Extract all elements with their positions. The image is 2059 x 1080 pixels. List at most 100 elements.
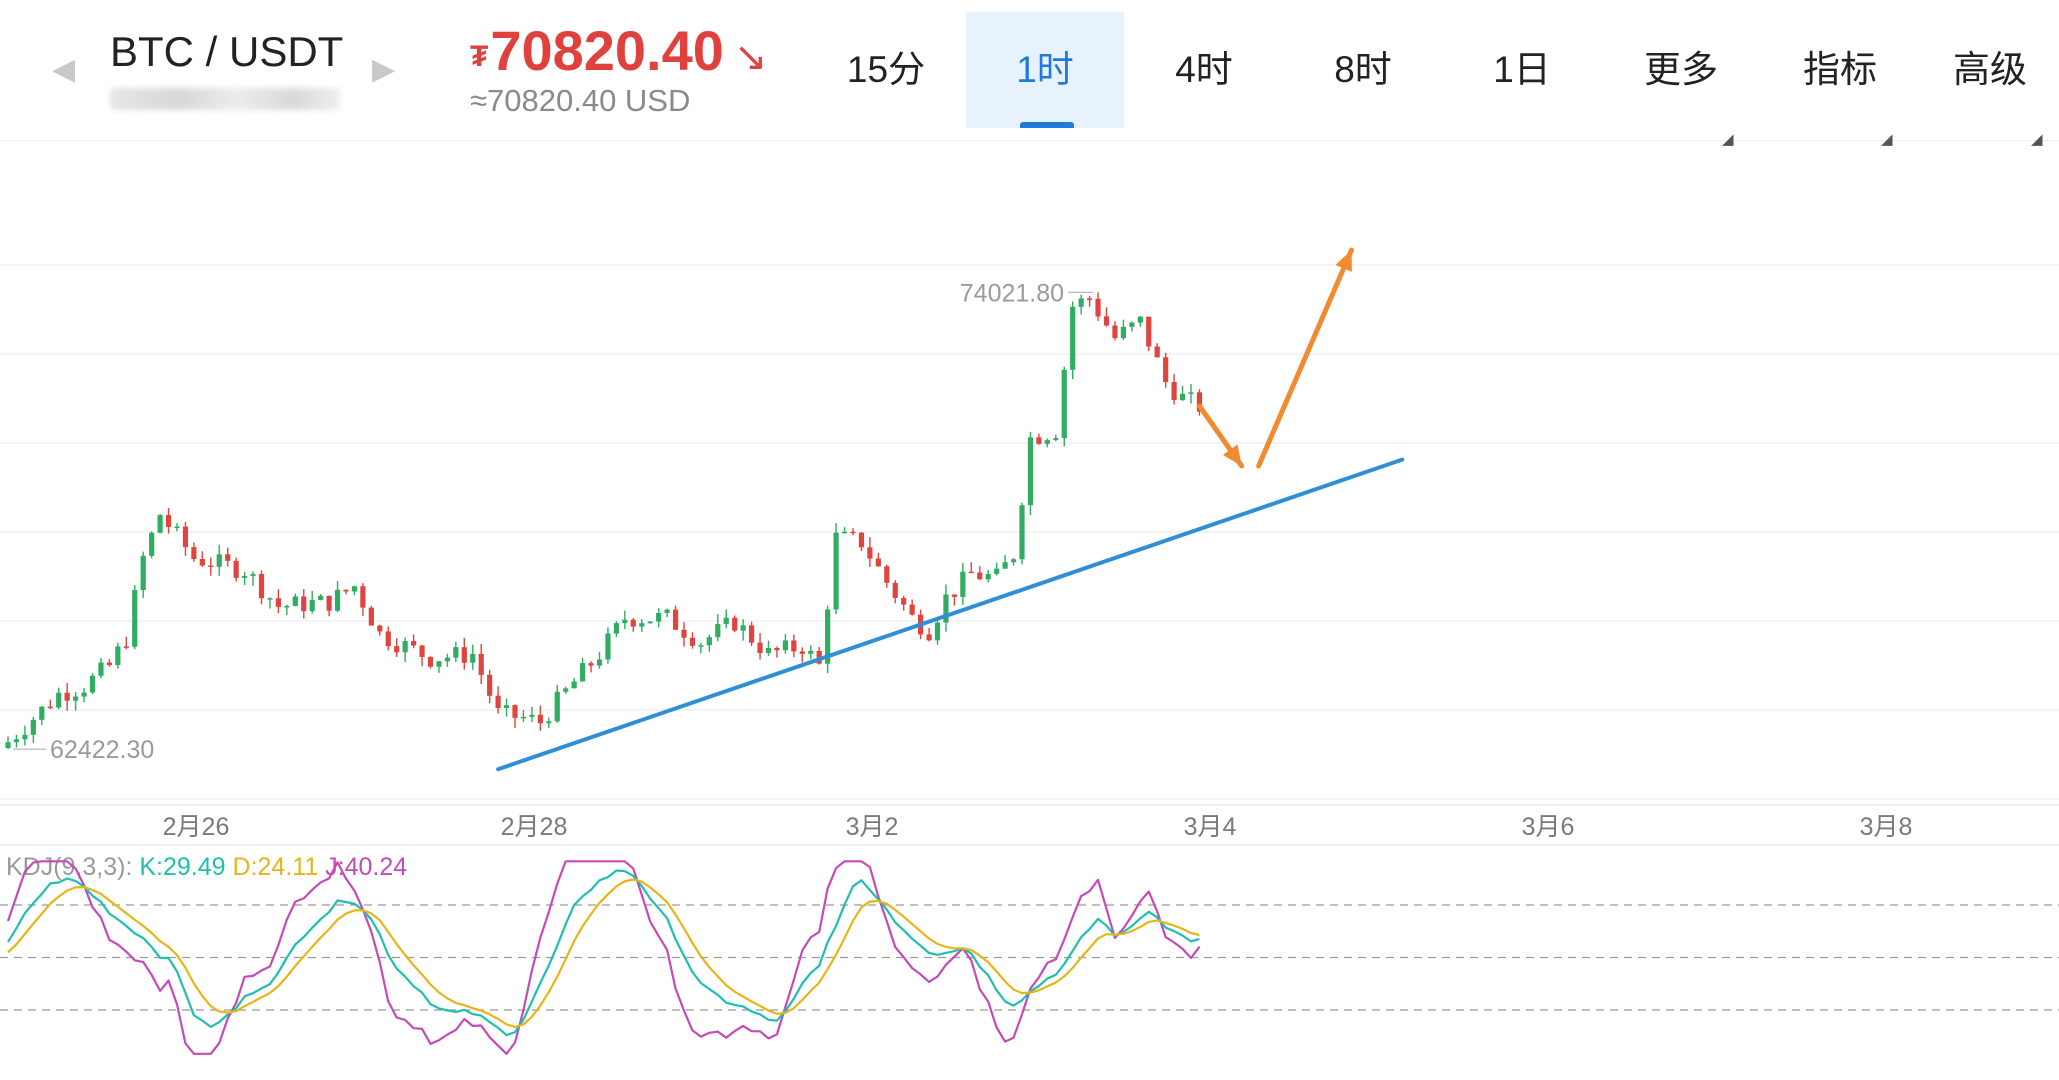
candle-body: [292, 596, 298, 606]
tab-label: 4时: [1175, 49, 1233, 90]
tab-8h[interactable]: 8时: [1284, 12, 1442, 128]
candle-body: [30, 719, 36, 735]
candle-body: [208, 565, 214, 567]
candle-body: [884, 566, 890, 583]
tab-indicators[interactable]: 指标 ◢: [1761, 12, 1919, 148]
candle-body: [892, 582, 898, 598]
candle-body: [613, 623, 619, 634]
candle-body: [250, 574, 256, 576]
candle-body: [1053, 438, 1059, 441]
candle-body: [841, 531, 848, 534]
candle-body: [1146, 316, 1152, 347]
candle-body: [791, 640, 797, 652]
next-pair-icon[interactable]: ▶: [372, 53, 396, 86]
candle-body: [968, 571, 974, 574]
price-chart[interactable]: 2月26 2月28 3月2 3月4 3月6 3月8 74021.80 62422.30 KDJ…: [0, 140, 2059, 1080]
candle-body: [453, 647, 459, 658]
candle-body: [165, 515, 172, 527]
candle-body: [1078, 298, 1084, 307]
tab-15m[interactable]: 15分: [807, 12, 965, 128]
candle-body: [1095, 298, 1101, 317]
kdj-legend-item: D:24.11: [233, 853, 326, 881]
candle-body: [850, 531, 856, 534]
projection-arrow: [1256, 247, 1355, 469]
candle-body: [1179, 393, 1186, 401]
candle-body: [723, 617, 729, 624]
candle-body: [225, 554, 231, 561]
candle-body: [419, 645, 425, 657]
previous-pair-icon[interactable]: ◀: [52, 53, 76, 86]
candle-body: [267, 598, 273, 600]
candle-body: [427, 656, 434, 667]
candle-body: [985, 573, 991, 580]
candle-body: [39, 706, 45, 720]
tab-advanced[interactable]: 高级 ◢: [1920, 12, 2059, 148]
candle-body: [596, 659, 603, 666]
candle-body: [554, 691, 560, 722]
candle-body: [343, 589, 349, 592]
candle-body: [377, 625, 383, 632]
candle-body: [698, 645, 704, 647]
kdj-d-line: [7, 878, 1200, 1028]
candle-body: [782, 640, 788, 651]
candle-body: [749, 625, 755, 643]
candle-body: [1171, 382, 1177, 401]
candle-body: [681, 629, 687, 638]
candle-body: [951, 594, 957, 597]
pair-subtitle-blurred: [110, 88, 340, 110]
last-price-value: 70820.40: [490, 19, 724, 82]
candle-body: [571, 681, 577, 689]
candle-body: [478, 654, 484, 675]
candle-body: [909, 604, 915, 615]
candle-body: [537, 714, 543, 724]
tab-label: 1日: [1493, 49, 1551, 90]
candle-body: [808, 650, 814, 654]
candle-body: [242, 575, 248, 578]
candle-body: [765, 647, 772, 654]
candle-body: [1103, 316, 1110, 326]
candle-body: [115, 646, 121, 666]
candle-body: [1188, 392, 1194, 394]
candle-body: [436, 661, 442, 667]
candle-body: [689, 637, 696, 646]
candle-body: [444, 657, 450, 662]
candle-body: [520, 716, 527, 719]
candle-body: [461, 647, 467, 663]
candle-body: [647, 621, 653, 624]
x-tick-label: 3月4: [1184, 813, 1237, 841]
candle-body: [563, 688, 569, 692]
trend-line: [496, 457, 1405, 772]
candle-body: [334, 589, 341, 611]
tab-more[interactable]: 更多 ◢: [1602, 12, 1760, 148]
candle-body: [487, 674, 493, 696]
candle-body: [233, 560, 239, 578]
candle-body: [182, 526, 189, 548]
tab-4h[interactable]: 4时: [1125, 12, 1283, 128]
candle-body: [258, 574, 265, 599]
candle-body: [81, 692, 87, 697]
candle-body: [943, 594, 949, 623]
tab-1d[interactable]: 1日: [1443, 12, 1601, 128]
candle-body: [1154, 346, 1160, 358]
candle-body: [630, 619, 636, 627]
kdj-k-line: [7, 869, 1200, 1037]
tab-1h[interactable]: 1时: [966, 12, 1124, 128]
candle-body: [132, 590, 138, 647]
candle-body: [216, 554, 222, 567]
candle-body: [1019, 505, 1025, 560]
pair-title[interactable]: BTC / USDT: [110, 28, 344, 75]
candle-body: [106, 662, 112, 666]
candle-body: [588, 663, 594, 666]
kdj-j-line: [6, 860, 1201, 1055]
candle-body: [960, 571, 966, 597]
candle-body: [664, 609, 670, 613]
candle-body: [706, 637, 712, 646]
candle-body: [1087, 298, 1093, 300]
candle-body: [799, 651, 805, 654]
projection-arrowhead: [1222, 444, 1242, 466]
candle-body: [275, 598, 281, 607]
candle-body: [385, 631, 391, 647]
candle-body: [757, 642, 763, 654]
tab-label: 1时: [1016, 49, 1074, 90]
min-price-label: 62422.30: [50, 736, 154, 764]
